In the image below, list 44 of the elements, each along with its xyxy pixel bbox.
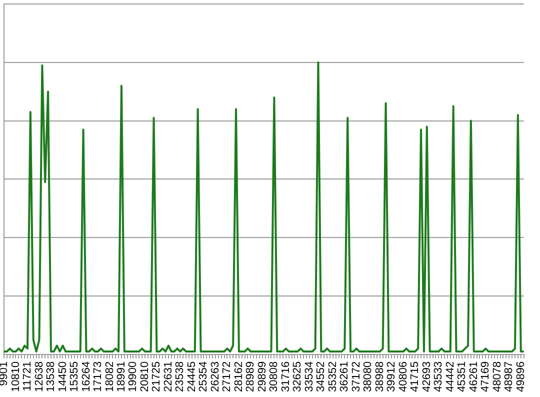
x-tick-label: 26263 <box>209 361 222 392</box>
x-tick-label: 13538 <box>45 361 58 392</box>
x-tick-label: 28989 <box>244 361 257 392</box>
x-tick-label: 40806 <box>397 361 410 392</box>
x-tick-label: 46261 <box>468 361 480 392</box>
x-tick-label: 19900 <box>127 361 140 392</box>
x-tick-label: 42693 <box>420 361 433 392</box>
x-tick-label: 38080 <box>362 361 374 392</box>
x-tick-label: 44442 <box>444 361 456 392</box>
x-tick-label: 21725 <box>150 361 163 392</box>
x-tick-label: 37172 <box>350 361 362 392</box>
x-tick-label: 45351 <box>456 361 468 392</box>
x-tick-label: 47169 <box>480 361 492 392</box>
x-tick-label: 10810 <box>10 361 22 392</box>
x-tick-label: 43533 <box>432 361 445 392</box>
x-tick-label: 14450 <box>56 361 69 392</box>
x-tick-label: 18991 <box>116 361 128 392</box>
x-tick-label: 28162 <box>232 361 245 392</box>
x-tick-label: 34552 <box>315 361 328 392</box>
x-tick-label: 25354 <box>198 361 210 392</box>
x-tick-label: 11721 <box>22 361 34 392</box>
x-tick-label: 39912 <box>386 361 398 392</box>
x-tick-label: 24445 <box>186 361 198 392</box>
x-tick-label: 20810 <box>138 361 151 392</box>
x-tick-label: 22631 <box>162 361 174 392</box>
x-tick-label: 33534 <box>303 361 316 392</box>
x-tick-label: 30808 <box>268 361 280 392</box>
x-tick-label: 49896 <box>514 361 527 392</box>
x-tick-label: 31716 <box>280 361 292 392</box>
x-tick-label: 18082 <box>104 361 116 392</box>
x-tick-label: 29899 <box>256 361 268 392</box>
x-tick-label: 23538 <box>174 361 186 392</box>
x-tick-label: 27172 <box>221 361 234 392</box>
x-tick-label: 41715 <box>409 361 422 392</box>
x-tick-label: 48078 <box>491 361 504 392</box>
x-tick-label: 32625 <box>292 361 304 392</box>
x-tick-label: 35352 <box>326 361 339 392</box>
x-tick-label: 15355 <box>68 361 81 392</box>
x-tick-label: 12638 <box>33 361 46 392</box>
x-tick-label: 48987 <box>503 361 516 392</box>
x-tick-label: 17173 <box>92 361 104 392</box>
x-tick-label: 36261 <box>338 361 351 392</box>
x-tick-label: 16264 <box>80 361 92 392</box>
x-tick-label: 38988 <box>374 361 386 392</box>
